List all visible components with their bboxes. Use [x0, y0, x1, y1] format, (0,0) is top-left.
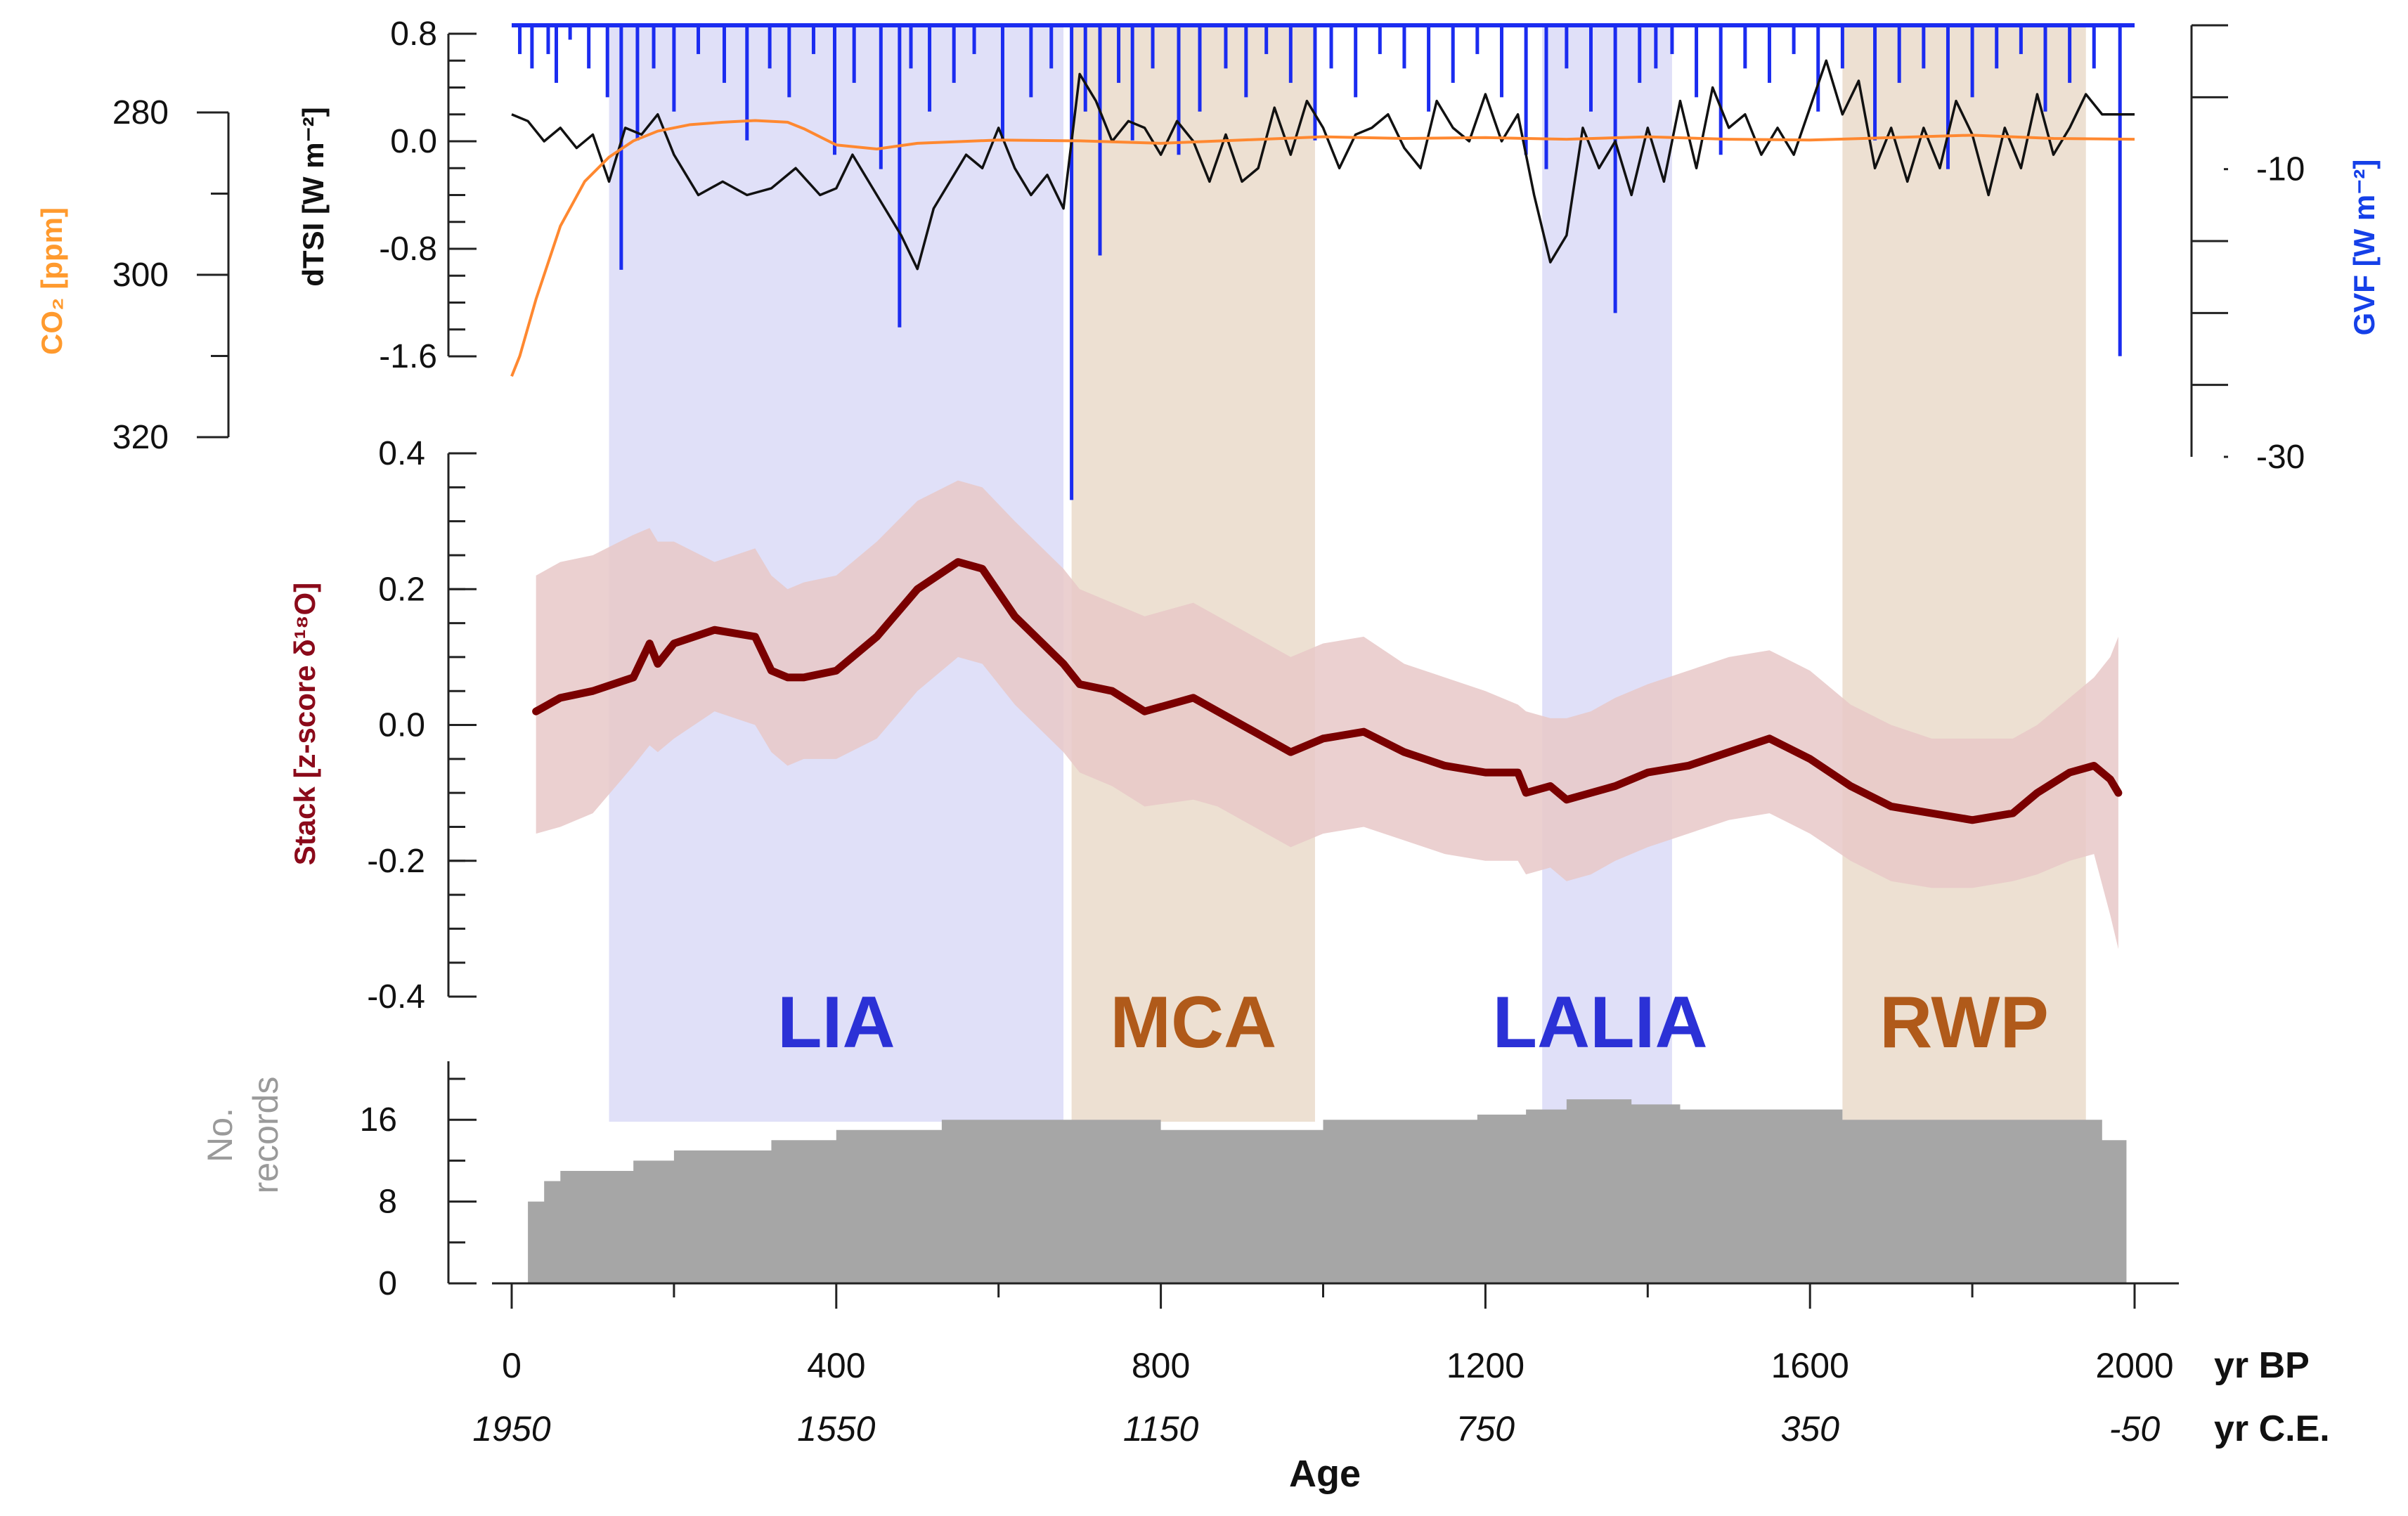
period-band-lalia [1542, 25, 1672, 1122]
age-bp-label: 2000 [2095, 1346, 2173, 1385]
co2-tick-label: 280 [112, 94, 169, 131]
age-bp-label: 1600 [1771, 1346, 1849, 1385]
gvf-bars [518, 25, 2122, 500]
gvf-axis-label: GVF [W m⁻²] [2348, 160, 2381, 336]
records-tick-label: 0 [378, 1265, 397, 1302]
age-bp-label: 1200 [1446, 1346, 1525, 1385]
period-labels: LIA MCA LALIA RWP [777, 982, 2049, 1063]
dtsi-series-line [511, 59, 2135, 271]
co2-axis-label: CO₂ [ppm] [35, 207, 68, 355]
stack-tick-label: 0.2 [378, 571, 425, 608]
axes [197, 24, 2228, 1309]
records-axis-label-line2: records [246, 1077, 285, 1194]
age-bp-label: 800 [1132, 1346, 1190, 1385]
stack-tick-label: 0.0 [378, 707, 425, 744]
period-label-lalia: LALIA [1492, 982, 1707, 1063]
period-label-mca: MCA [1110, 982, 1276, 1063]
co2-tick-label: 300 [112, 257, 169, 294]
tick-labels: 280 300 320 0.8 0.0 -0.8 -1.6 -10 -30 0.4 0.2 0.0 -0… [112, 15, 2305, 1302]
stack-axis-label: Stack [z-score δ¹⁸O] [288, 583, 321, 865]
age-ce-label: -50 [2109, 1409, 2160, 1449]
dtsi-tick-label: 0.8 [390, 15, 437, 53]
age-bp-label: 0 [502, 1346, 522, 1385]
gvf-tick-label: -10 [2256, 151, 2305, 188]
age-ce-label: 1950 [472, 1409, 550, 1449]
co2-series-line [510, 119, 2135, 377]
age-ce-label: 1150 [1123, 1409, 1199, 1449]
dtsi-tick-label: -1.6 [379, 338, 437, 375]
period-band-mca [1071, 25, 1315, 1122]
stack-uncertainty-band [536, 480, 2118, 950]
age-axis-labels: 0 400 800 1200 1600 2000 1950 1550 1150 750 350 -50 [472, 1346, 2173, 1449]
stack-series-line [532, 558, 2123, 824]
records-tick-label: 8 [378, 1184, 397, 1221]
age-ce-label: 750 [1456, 1409, 1515, 1449]
period-label-rwp: RWP [1879, 982, 2049, 1063]
records-area [519, 1099, 2127, 1283]
records-axis-label-line1: No. [200, 1108, 240, 1162]
period-band-rwp [1842, 25, 2086, 1122]
age-unit-bp: yr BP [2214, 1345, 2310, 1386]
dtsi-tick-label: 0.0 [390, 123, 437, 160]
age-unit-ce: yr C.E. [2214, 1408, 2330, 1449]
stack-tick-label: 0.4 [378, 435, 425, 472]
age-axis-title: Age [1289, 1453, 1361, 1495]
age-ce-label: 1550 [797, 1409, 875, 1449]
dtsi-axis-label: dTSI [W m⁻²] [297, 107, 330, 286]
stack-tick-label: -0.4 [367, 978, 425, 1016]
age-ce-label: 350 [1780, 1409, 1839, 1449]
period-label-lia: LIA [777, 982, 895, 1063]
records-tick-label: 16 [360, 1101, 397, 1139]
dtsi-tick-label: -0.8 [379, 231, 437, 268]
co2-tick-label: 320 [112, 419, 169, 456]
gvf-tick-label: -30 [2256, 439, 2305, 476]
age-bp-label: 400 [807, 1346, 865, 1385]
stack-tick-label: -0.2 [367, 843, 425, 880]
